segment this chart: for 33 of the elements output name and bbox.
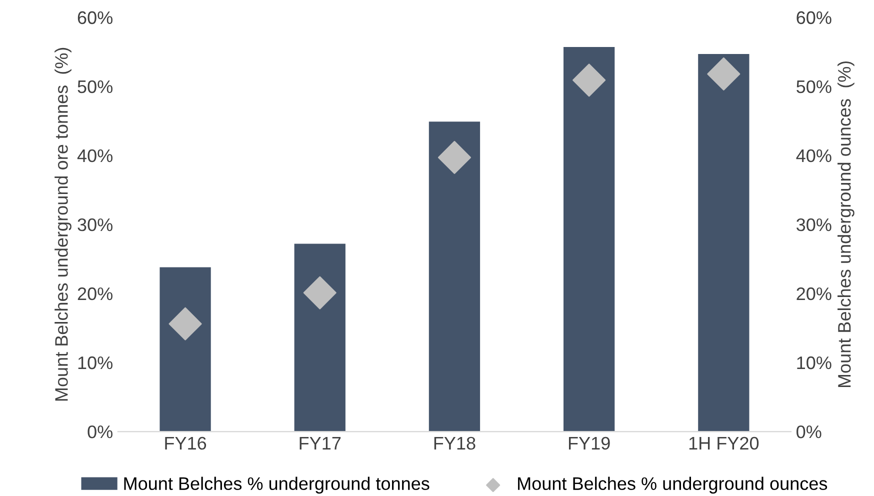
bar bbox=[160, 267, 211, 432]
y2-tick-label: 40% bbox=[796, 149, 832, 162]
x-tick-label: FY16 bbox=[165, 436, 206, 450]
legend-label: Mount Belches % underground ounces bbox=[518, 476, 828, 494]
y-tick-label: 10% bbox=[78, 356, 112, 370]
bar bbox=[294, 244, 346, 432]
y-tick-label: 50% bbox=[78, 80, 112, 94]
x-tick-label: FY17 bbox=[300, 437, 341, 450]
x-tick-label: FY19 bbox=[568, 436, 610, 450]
point bbox=[303, 276, 336, 310]
point bbox=[168, 307, 202, 340]
y-tick-label: 40% bbox=[77, 149, 112, 162]
y2-tick-label: 20% bbox=[796, 287, 832, 300]
point bbox=[572, 64, 606, 97]
x-tick-label: 1H FY20 bbox=[689, 436, 759, 450]
y2-tick-label: 0% bbox=[796, 425, 822, 438]
y-tick-label: 30% bbox=[78, 218, 112, 232]
y-tick-label: 0% bbox=[88, 425, 112, 438]
y2-axis-title: Mount Belches underground ounces (%) bbox=[838, 61, 854, 388]
bar bbox=[564, 47, 615, 432]
y-tick-label: 60% bbox=[78, 11, 112, 24]
point bbox=[438, 140, 472, 174]
y-axis-title: Mount Belches underground ore tonnes (%) bbox=[54, 48, 72, 401]
y2-tick-label: 30% bbox=[796, 218, 832, 232]
y2-tick-label: 50% bbox=[796, 80, 832, 94]
y-tick-label: 20% bbox=[78, 287, 112, 300]
y2-tick-label: 60% bbox=[796, 11, 832, 24]
x-tick-label: FY18 bbox=[434, 436, 476, 450]
point bbox=[707, 57, 740, 90]
y2-tick-label: 10% bbox=[797, 356, 832, 370]
bar bbox=[428, 122, 480, 432]
bar bbox=[698, 54, 750, 432]
legend-label: Mount Belches % underground tonnes bbox=[124, 476, 430, 494]
